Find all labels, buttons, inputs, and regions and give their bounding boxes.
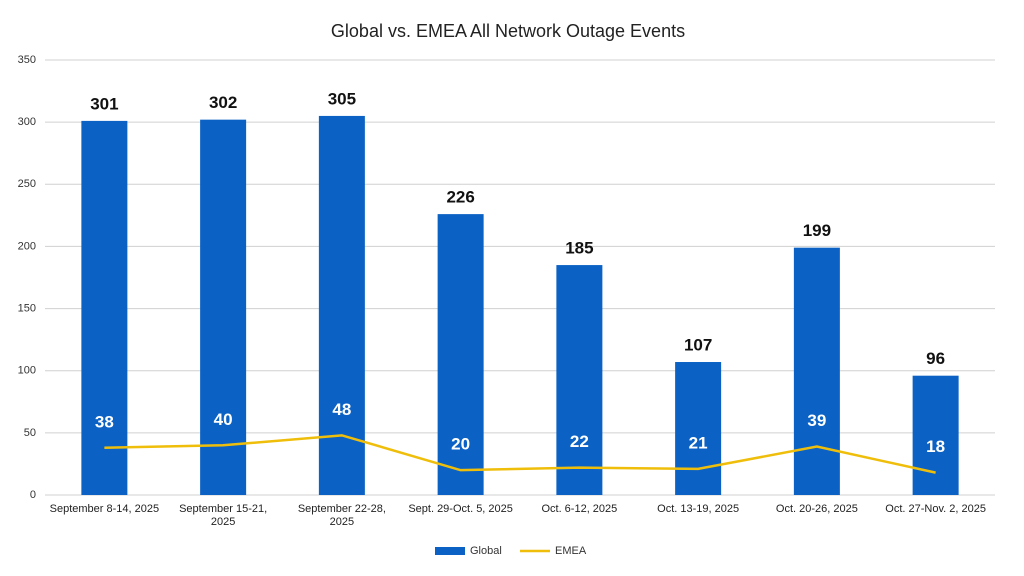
bar bbox=[556, 265, 603, 495]
bar bbox=[793, 247, 840, 495]
x-tick-label: Oct. 27-Nov. 2, 2025 bbox=[885, 503, 986, 515]
bar bbox=[318, 115, 365, 495]
line bbox=[104, 434, 936, 474]
x-tick-label: Oct. 13-19, 2025 bbox=[657, 503, 740, 515]
bar bbox=[200, 119, 247, 496]
x-tick-label: September 8-14, 2025 bbox=[49, 503, 160, 515]
bar-value-label: 301 bbox=[90, 94, 118, 113]
y-tick-label: 350 bbox=[18, 54, 36, 66]
y-tick-label: 250 bbox=[18, 178, 36, 190]
line-value-label: 38 bbox=[95, 412, 114, 431]
x-tick-label: September 15-21, 2025 bbox=[179, 503, 268, 528]
x-tick-label: Sept. 29-Oct. 5, 2025 bbox=[408, 503, 513, 515]
y-tick-label: 200 bbox=[18, 240, 36, 252]
legend-swatch bbox=[435, 547, 465, 555]
bar-value-label: 226 bbox=[446, 188, 474, 207]
legend-label: EMEA bbox=[555, 545, 587, 557]
line-value-label: 18 bbox=[926, 437, 945, 456]
x-tick-label: Oct. 6-12, 2025 bbox=[541, 503, 618, 515]
bar bbox=[912, 375, 959, 495]
y-tick-label: 300 bbox=[18, 116, 36, 128]
bar-value-label: 96 bbox=[926, 349, 945, 368]
legend-label: Global bbox=[470, 545, 502, 557]
x-tick-label: September 22-28, 2025 bbox=[297, 503, 386, 528]
y-tick-label: 150 bbox=[18, 302, 36, 314]
bar-value-label: 107 bbox=[684, 335, 712, 354]
bar bbox=[437, 214, 484, 495]
x-tick-label: Oct. 20-26, 2025 bbox=[775, 503, 858, 515]
bar-value-label: 199 bbox=[803, 221, 831, 240]
bar-value-label: 302 bbox=[209, 93, 237, 112]
line-value-label: 40 bbox=[214, 410, 233, 429]
chart-title: Global vs. EMEA All Network Outage Event… bbox=[331, 21, 685, 41]
line-value-label: 39 bbox=[807, 411, 826, 430]
line-value-label: 20 bbox=[451, 435, 470, 454]
line-value-label: 22 bbox=[570, 432, 589, 451]
bar-value-label: 305 bbox=[328, 89, 356, 108]
line-value-label: 48 bbox=[332, 400, 351, 419]
bar-value-label: 185 bbox=[565, 239, 593, 258]
y-tick-label: 0 bbox=[30, 489, 36, 501]
bar bbox=[675, 362, 722, 495]
bar bbox=[81, 120, 128, 496]
line-value-label: 21 bbox=[689, 433, 708, 452]
y-tick-label: 50 bbox=[24, 427, 36, 439]
y-tick-label: 100 bbox=[18, 365, 36, 377]
